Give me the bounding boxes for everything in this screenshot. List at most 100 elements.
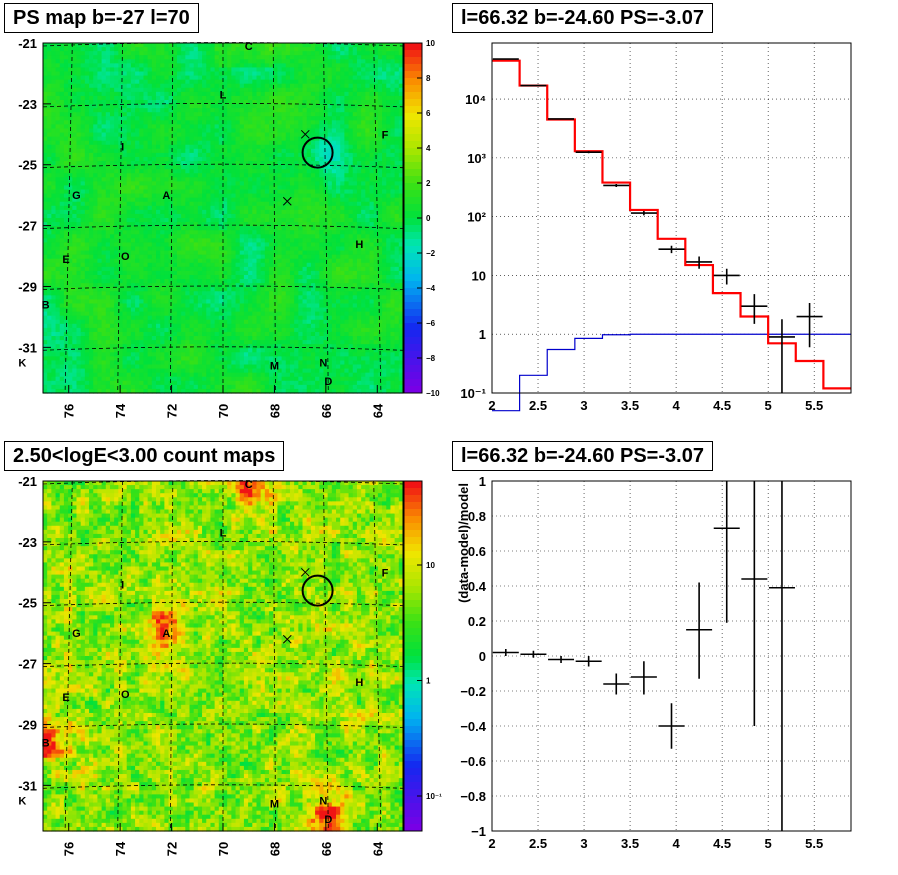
spectrum-grid <box>491 43 851 394</box>
ps-map-colorbar-label: −4 <box>426 284 436 293</box>
count-map-xtick-label: 70 <box>216 842 231 856</box>
ps-map-source-label: M <box>270 361 279 373</box>
ps-map-grid <box>42 42 404 394</box>
spectrum-title: l=66.32 b=-24.60 PS=-3.07 <box>452 3 713 33</box>
residual-xtick-label: 3.5 <box>621 836 639 851</box>
ps-map-highlight-circle <box>301 136 334 169</box>
ps-map-colorbar-label: 2 <box>426 179 431 188</box>
residual-data-point <box>630 661 657 695</box>
spectrum-data-point <box>741 294 768 324</box>
count-map-xtick-label: 74 <box>113 841 128 856</box>
ps-map-colorbar-label: 6 <box>426 109 431 118</box>
count-map-grid-parallel <box>42 723 404 728</box>
count-map-highlight-circle <box>301 574 334 607</box>
residual-data-point <box>713 481 740 623</box>
spectrum-xtick-label: 2.5 <box>529 398 547 413</box>
residual-xtick-label: 5.5 <box>805 836 823 851</box>
spectrum-data-point <box>630 210 657 216</box>
spectrum-plot: 2 2.5 3 3.5 4 4.5 5 5.5 10⁻¹ 1 10 10² 10³ 10⁴ <box>460 42 852 413</box>
spectrum-data-point <box>768 319 795 393</box>
spectrum-xtick-label: 3 <box>580 398 587 413</box>
residual-ytick-label: −0.2 <box>460 684 486 699</box>
count-map-cross-marker <box>282 634 292 644</box>
ps-map-source-label: N <box>319 358 327 370</box>
ps-map-xtick-label: 64 <box>370 403 385 418</box>
residual-xtick-label: 3 <box>580 836 587 851</box>
ps-map-title: PS map b=-27 l=70 <box>4 3 199 33</box>
spectrum-data-point <box>603 183 630 187</box>
count-map-source-label: N <box>319 796 327 808</box>
ps-map-colorbar-label: −6 <box>426 319 436 328</box>
residual-data-point <box>658 703 685 749</box>
spectrum-data-point <box>713 268 740 285</box>
spectrum-xtick-label: 4.5 <box>713 398 731 413</box>
spectrum-data-point <box>492 58 519 60</box>
count-map-source-label: H <box>355 677 363 689</box>
count-map-grid-parallel <box>42 541 404 546</box>
spectrum-ytick-label: 10² <box>467 210 486 225</box>
spectrum-xtick-label: 5.5 <box>805 398 823 413</box>
count-map-cells <box>43 481 404 832</box>
residual-xtick-label: 5 <box>765 836 772 851</box>
count-map-xtick-label: 64 <box>370 841 385 856</box>
residual-data-point <box>548 656 575 663</box>
count-map-colorbar-frame <box>403 480 423 832</box>
ps-map-source-label: B <box>42 300 50 312</box>
residual-data-point <box>741 481 768 726</box>
residual-data-point <box>603 673 630 695</box>
spectrum-data-point <box>796 302 823 348</box>
ps-map-xtick-label: 72 <box>165 404 180 418</box>
ps-map-ytick-label: -25 <box>18 158 37 173</box>
spectrum-data-point <box>658 245 685 254</box>
ps-map-source-label: O <box>121 251 130 263</box>
ps-map-grid-parallel <box>42 103 404 108</box>
count-map-xtick-label: 66 <box>319 842 334 856</box>
ps-map-plot: C L F I G A H O E B K M ND 76 74 72 70 68 66 64 -21 -23 -25 -27… <box>18 36 404 418</box>
ps-map-cells <box>43 43 404 394</box>
residual-ytick-label: −0.8 <box>460 789 486 804</box>
residual-data-point <box>768 481 795 831</box>
ps-map-source-label: D <box>324 376 332 388</box>
count-map-cross-marker <box>300 567 310 577</box>
ps-map-grid-meridian <box>373 42 382 394</box>
residual-ytick-label: 0.2 <box>468 614 486 629</box>
count-map-ytick-label: -31 <box>18 778 37 793</box>
count-map-grid-meridian <box>373 480 382 832</box>
count-map-source-label: A <box>162 628 170 640</box>
spectrum-data-point <box>520 84 547 87</box>
spectrum-ytick-label: 10⁻¹ <box>460 386 486 401</box>
ps-map-xtick-label: 70 <box>216 404 231 418</box>
count-map-source-label: M <box>270 799 279 811</box>
count-map-frame <box>42 480 404 832</box>
ps-map-grid-meridian <box>117 42 123 394</box>
residual-xtick-label: 2 <box>488 836 495 851</box>
ps-map-cross-marker <box>282 196 292 206</box>
spectrum-ytick-label: 10⁴ <box>465 92 486 107</box>
ps-map-source-label: K <box>18 358 26 370</box>
spectrum-xtick-label: 5 <box>765 398 772 413</box>
ps-map-ytick-label: -27 <box>18 219 37 234</box>
count-map-ytick-label: -29 <box>18 717 37 732</box>
spectrum-xtick-label: 2 <box>488 398 495 413</box>
ps-map-grid-parallel <box>42 346 404 351</box>
count-map-source-label: I <box>121 580 124 592</box>
residual-ytick-label: −1 <box>471 824 486 839</box>
residual-plot: 2 2.5 3 3.5 4 4.5 5 5.5 1 0.8 0.6 0.4 0.2 0 −0.2 −0.4 −0… <box>456 474 852 851</box>
count-map-colorbar-label: 1 <box>426 677 431 686</box>
count-map-grid-meridian <box>323 480 329 832</box>
spectrum-frame <box>491 42 852 394</box>
count-map-source-label: K <box>18 796 26 808</box>
ps-map-ytick-label: -31 <box>18 340 37 355</box>
ps-map-grid-parallel <box>42 163 404 169</box>
ps-map-colorbar-label: −8 <box>426 354 436 363</box>
residual-xtick-label: 4.5 <box>713 836 731 851</box>
count-map-plot: C L F I G A H O E B K M ND 76 74 72 70 68 66 64 -21 -23 -25 -27… <box>18 474 404 856</box>
residual-ytick-label: 0.8 <box>468 509 486 524</box>
ps-map-xtick-label: 66 <box>319 404 334 418</box>
ps-map-colorbar: 10 8 6 4 2 0 −2 −4 −6 −8 −10 <box>403 39 440 398</box>
count-map-grid-meridian <box>64 480 73 832</box>
spectrum-data-point <box>575 151 602 154</box>
ps-map-source-label: G <box>72 190 81 202</box>
ps-map-xtick-label: 68 <box>267 404 282 418</box>
count-map-ytick-label: -27 <box>18 657 37 672</box>
